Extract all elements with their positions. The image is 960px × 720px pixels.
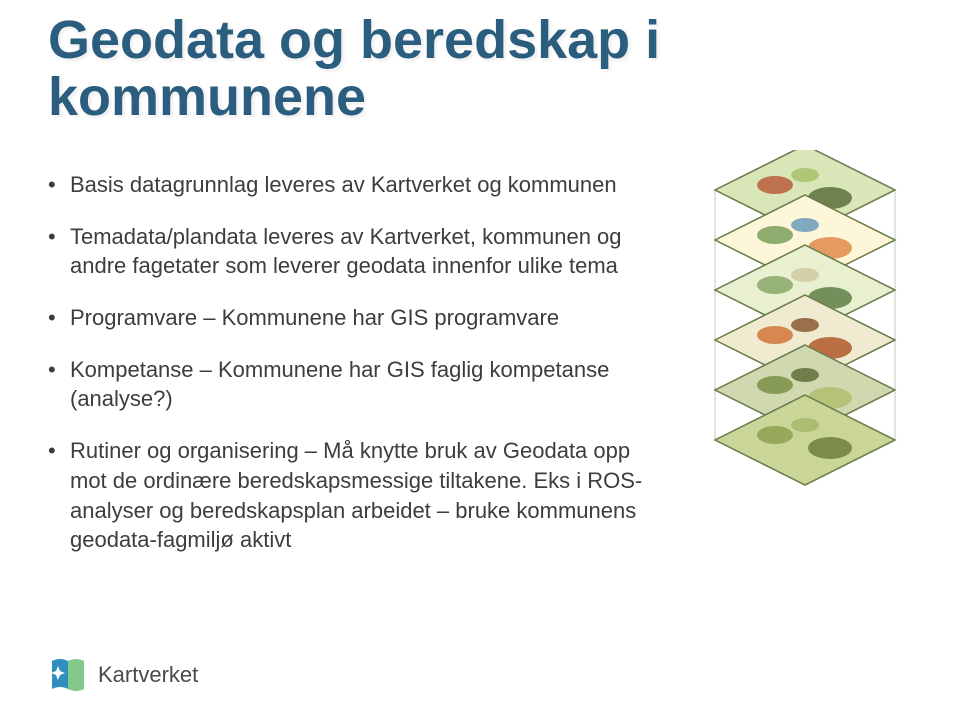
kartverket-logo: Kartverket	[48, 655, 198, 695]
kartverket-logo-icon	[48, 655, 88, 695]
kartverket-logo-label: Kartverket	[98, 662, 198, 688]
gis-layers-illustration	[690, 150, 920, 520]
layers-svg	[690, 150, 920, 520]
bullet-list: Basis datagrunnlag leveres av Kartverket…	[48, 170, 648, 577]
bullet-item: Basis datagrunnlag leveres av Kartverket…	[48, 170, 648, 200]
bullet-item: Temadata/plandata leveres av Kartverket,…	[48, 222, 648, 281]
bullet-item: Rutiner og organisering – Må knytte bruk…	[48, 436, 648, 555]
bullet-item: Kompetanse – Kommunene har GIS faglig ko…	[48, 355, 648, 414]
bullet-item: Programvare – Kommunene har GIS programv…	[48, 303, 648, 333]
slide-title: Geodata og beredskap i kommunene	[48, 12, 960, 125]
